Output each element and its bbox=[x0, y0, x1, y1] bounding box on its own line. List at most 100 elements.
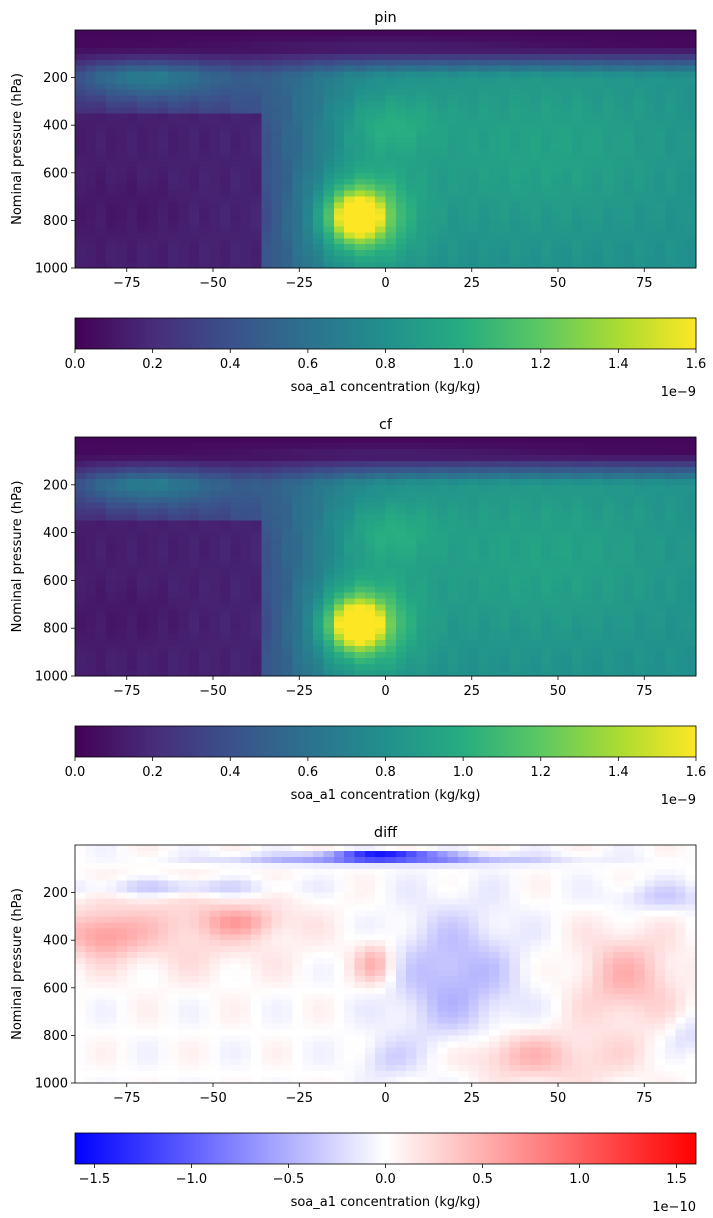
heatmap-cell bbox=[137, 232, 149, 239]
heatmap-cell bbox=[116, 460, 128, 468]
heatmap-cell bbox=[447, 448, 459, 456]
heatmap-cell bbox=[75, 538, 86, 546]
heatmap-cell bbox=[685, 556, 697, 564]
heatmap-cell bbox=[323, 232, 335, 239]
heatmap-cell bbox=[230, 574, 242, 581]
heatmap-cell bbox=[168, 143, 180, 150]
heatmap-cell bbox=[654, 226, 666, 233]
heatmap-cell bbox=[592, 845, 604, 852]
heatmap-cell bbox=[219, 550, 231, 558]
heatmap-cell bbox=[250, 526, 262, 534]
heatmap-cell bbox=[292, 160, 304, 168]
heatmap-cell bbox=[633, 244, 645, 251]
heatmap-cell bbox=[137, 137, 149, 144]
heatmap-cell bbox=[126, 149, 138, 156]
heatmap-cell bbox=[250, 640, 262, 647]
heatmap-cell bbox=[375, 232, 387, 239]
heatmap-cell bbox=[375, 89, 387, 97]
heatmap-cell bbox=[209, 598, 221, 605]
heatmap-cell bbox=[592, 208, 604, 216]
heatmap-cell bbox=[292, 592, 304, 599]
heatmap-cell bbox=[209, 454, 221, 462]
heatmap-cell bbox=[675, 628, 687, 635]
heatmap-cell bbox=[302, 544, 314, 552]
heatmap-cell bbox=[75, 845, 86, 852]
heatmap-cell bbox=[199, 658, 211, 665]
heatmap-cell bbox=[623, 226, 635, 233]
heatmap-cell bbox=[592, 250, 604, 257]
heatmap-cell bbox=[509, 670, 521, 677]
heatmap-cell bbox=[509, 71, 521, 79]
heatmap-cell bbox=[302, 478, 314, 486]
heatmap-cell bbox=[395, 137, 407, 144]
heatmap-cell bbox=[137, 580, 149, 587]
heatmap-cell bbox=[188, 592, 200, 599]
heatmap-cell bbox=[271, 460, 283, 468]
heatmap-cell bbox=[395, 646, 407, 653]
heatmap-cell bbox=[209, 202, 221, 210]
heatmap-cell bbox=[664, 658, 676, 665]
heatmap-cell bbox=[95, 628, 107, 635]
heatmap-cell bbox=[499, 59, 511, 67]
heatmap-cell bbox=[520, 166, 531, 174]
heatmap-cell bbox=[530, 520, 542, 528]
heatmap-cell bbox=[644, 640, 656, 647]
heatmap-cell bbox=[209, 137, 221, 144]
heatmap-cell bbox=[499, 520, 511, 528]
heatmap-cell bbox=[271, 47, 283, 55]
heatmap-cell bbox=[675, 508, 687, 516]
heatmap-cell bbox=[209, 437, 221, 444]
heatmap-cell bbox=[168, 574, 180, 581]
heatmap-cell bbox=[261, 508, 273, 516]
heatmap-cell bbox=[364, 30, 376, 37]
heatmap-cell bbox=[116, 238, 128, 245]
heatmap-cell bbox=[199, 202, 211, 210]
heatmap-cell bbox=[582, 256, 594, 263]
heatmap-cell bbox=[613, 154, 625, 162]
heatmap-cell bbox=[633, 202, 645, 210]
heatmap-cell bbox=[416, 580, 428, 587]
heatmap-cell bbox=[633, 460, 645, 468]
heatmap-cell bbox=[426, 30, 438, 37]
heatmap-cell bbox=[137, 610, 149, 617]
heatmap-cell bbox=[416, 77, 428, 85]
heatmap-cell bbox=[250, 95, 262, 102]
heatmap-cell bbox=[292, 41, 304, 49]
heatmap-cell bbox=[675, 610, 687, 617]
heatmap-cell bbox=[85, 670, 97, 677]
heatmap-cell bbox=[106, 137, 117, 144]
heatmap-cell bbox=[561, 592, 573, 599]
heatmap-cell bbox=[540, 616, 552, 623]
heatmap-cell bbox=[654, 514, 666, 522]
heatmap-cell bbox=[126, 71, 138, 79]
heatmap-cell bbox=[178, 238, 190, 245]
heatmap-cell bbox=[447, 250, 459, 257]
heatmap-cell bbox=[509, 244, 521, 251]
heatmap-cell bbox=[219, 101, 231, 108]
heatmap-cell bbox=[333, 658, 345, 665]
heatmap-cell bbox=[385, 137, 397, 144]
heatmap-cell bbox=[395, 586, 407, 593]
heatmap-cell bbox=[147, 131, 159, 138]
heatmap-cell bbox=[416, 65, 428, 73]
heatmap-cell bbox=[664, 262, 676, 269]
heatmap-cell bbox=[551, 65, 563, 73]
heatmap-cell bbox=[364, 622, 376, 629]
heatmap-cell bbox=[178, 568, 190, 576]
heatmap-cell bbox=[685, 107, 697, 114]
heatmap-cell bbox=[561, 95, 573, 102]
heatmap-cell bbox=[468, 640, 480, 647]
heatmap-cell bbox=[95, 448, 107, 456]
heatmap-cell bbox=[426, 184, 438, 192]
heatmap-cell bbox=[375, 437, 387, 444]
heatmap-cell bbox=[375, 550, 387, 558]
heatmap-cell bbox=[561, 149, 573, 156]
heatmap-cell bbox=[654, 59, 666, 67]
heatmap-cell bbox=[499, 538, 511, 546]
heatmap-cell bbox=[157, 466, 169, 474]
heatmap-cell bbox=[250, 125, 262, 132]
heatmap-cell bbox=[95, 508, 107, 516]
heatmap-cell bbox=[540, 634, 552, 641]
heatmap-cell bbox=[664, 622, 676, 629]
heatmap-cell bbox=[271, 232, 283, 239]
